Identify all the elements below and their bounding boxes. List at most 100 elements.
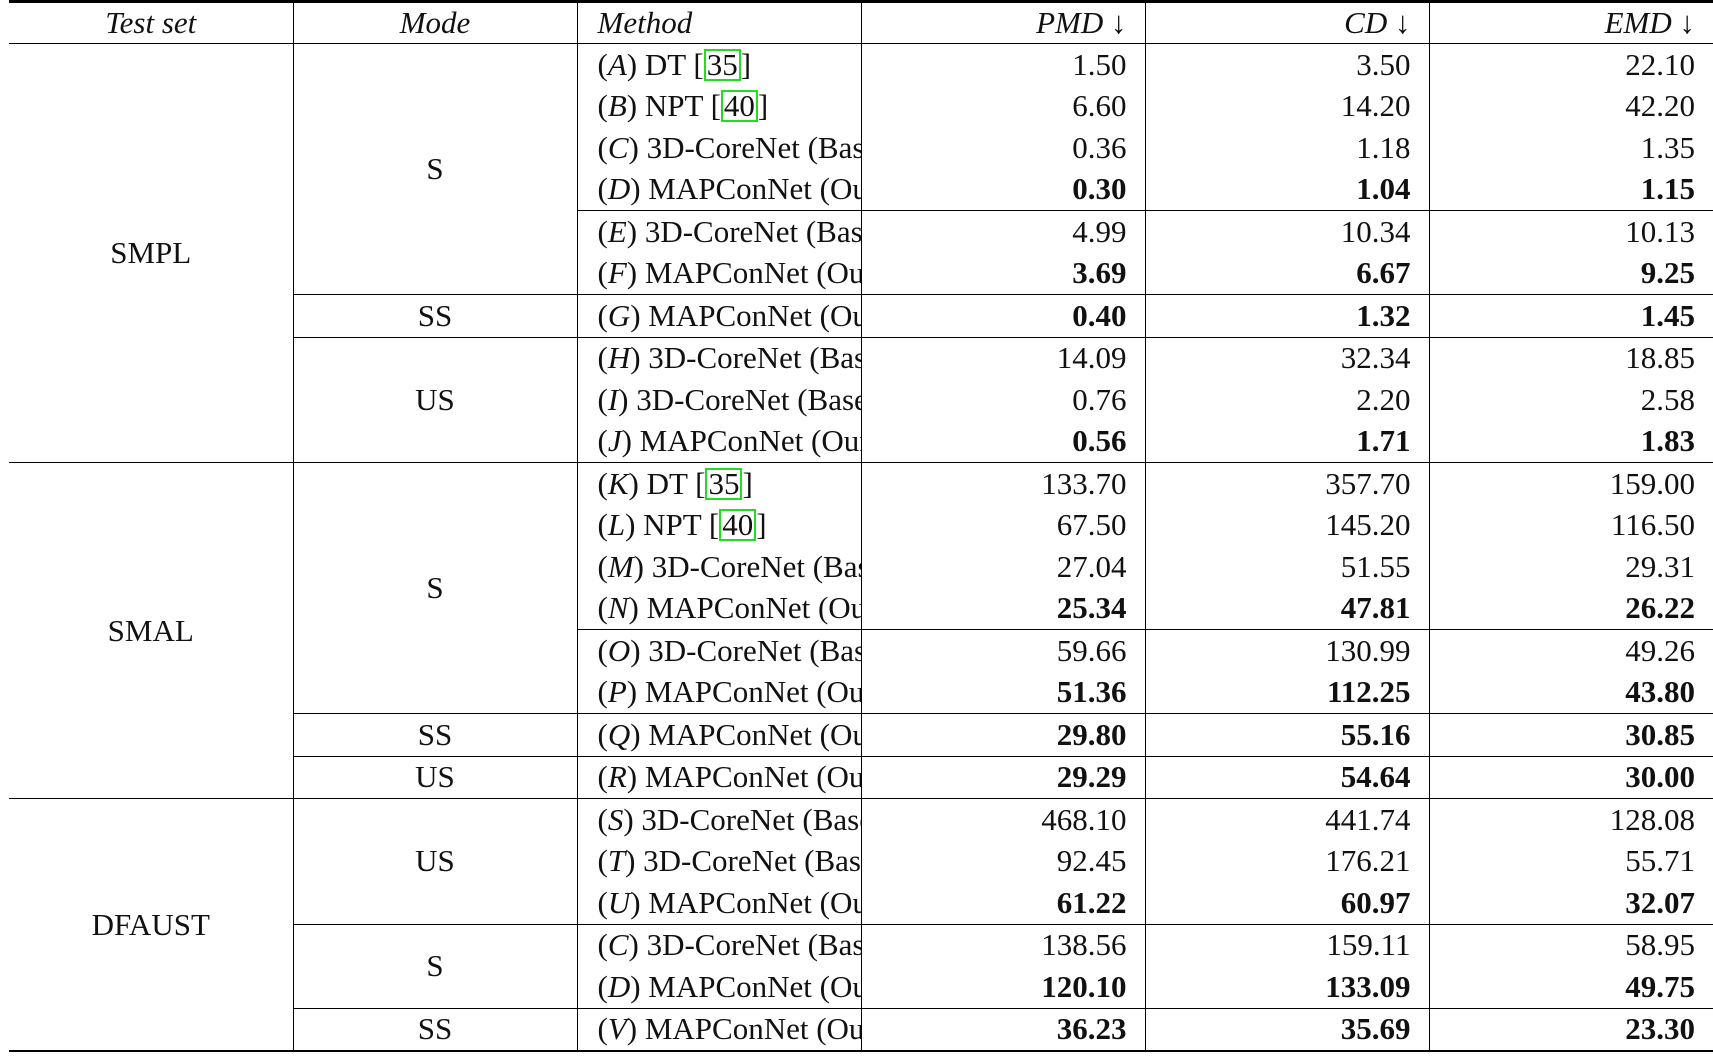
method-text: ) MAPConNet (Ours), 50% labelled + 50% u… — [630, 716, 861, 752]
method-cell: (F) MAPConNet (Ours), 50% labelled — [576, 252, 861, 295]
test-set-cell: SMPL — [9, 43, 293, 463]
citation: 40 — [719, 509, 757, 542]
cd-value: 1.04 — [1144, 168, 1429, 211]
emd-value: 2.58 — [1428, 379, 1713, 421]
method-cell: (L) NPT [40] — [576, 504, 861, 546]
table-row: (D) MAPConNet (Ours), trained on SMPL on… — [9, 966, 1713, 1008]
pmd-value: 36.23 — [860, 1007, 1145, 1051]
cd-value: 35.69 — [1144, 1007, 1429, 1051]
emd-value: 49.26 — [1428, 629, 1713, 672]
test-set-cell: DFAUST — [9, 798, 293, 1051]
cd-value: 159.11 — [1144, 923, 1429, 966]
method-text: ( — [597, 213, 608, 249]
cd-value: 441.74 — [1144, 798, 1429, 841]
method-text: P — [607, 674, 627, 710]
method-text: N — [607, 590, 629, 626]
table-row: (C) 3D-CoreNet (Baseline) [33]0.361.181.… — [9, 127, 1713, 169]
column-header: EMD ↓ — [1428, 1, 1713, 44]
table-row: (J) MAPConNet (Ours)0.561.711.83 — [9, 420, 1713, 463]
method-text: B — [607, 88, 627, 124]
test-set-cell: SMAL — [9, 462, 293, 799]
cd-value: 130.99 — [1144, 629, 1429, 672]
pmd-value: 1.50 — [860, 43, 1145, 86]
cd-value: 1.18 — [1144, 127, 1429, 169]
method-text: L — [607, 507, 626, 543]
table-row: US(H) 3D-CoreNet (Baseline) [33], withou… — [9, 336, 1713, 463]
method-cell: (I) 3D-CoreNet (Baseline) [33], with LD — [576, 379, 861, 421]
method-text: ) NPT [ — [626, 88, 721, 124]
method-cell: (P) MAPConNet (Ours), 50% labelled — [576, 671, 861, 714]
table-row: (I) 3D-CoreNet (Baseline) [33], with LD0… — [9, 379, 1713, 421]
table-row: (B) NPT [40] 6.60 14.20 42.20 — [9, 85, 1713, 127]
method-text: ] — [740, 46, 752, 82]
method-text: ) 3D-CoreNet (Baseline) [ — [630, 632, 861, 668]
method-cell: (C) 3D-CoreNet (Baseline) [33], trained … — [576, 923, 861, 966]
method-cell: (T) 3D-CoreNet (Baseline) [33], with LD — [576, 840, 861, 882]
method-text: ( — [597, 674, 608, 710]
table-row: (P) MAPConNet (Ours), 50% labelled51.361… — [9, 671, 1713, 714]
method-text: ) MAPConNet (Ours), 50% labelled + 50% u… — [630, 297, 861, 333]
method-cell: (J) MAPConNet (Ours) — [576, 420, 861, 463]
pmd-value: 0.76 — [860, 379, 1145, 421]
method-text: D — [607, 171, 631, 207]
method-text: ( — [597, 716, 608, 752]
table-row: SMPL S (A) DT [35] 1.50 3.50 22.10 — [9, 43, 1713, 463]
cd-value: 112.25 — [1144, 671, 1429, 714]
method-text: ( — [597, 171, 608, 207]
method-text: T — [607, 843, 626, 879]
method-text: H — [607, 340, 631, 376]
method-text: ( — [597, 1011, 608, 1047]
emd-value: 23.30 — [1428, 1007, 1713, 1051]
pmd-value: 27.04 — [860, 546, 1145, 588]
method-text: ( — [597, 548, 608, 584]
method-text: ( — [597, 884, 608, 920]
method-text: ) 3D-CoreNet (Baseline) [ — [633, 548, 861, 584]
method-cell: (K) DT [35] — [576, 462, 861, 505]
emd-value: 159.00 — [1428, 462, 1713, 505]
method-text: Q — [607, 716, 631, 752]
cd-value: 2.20 — [1144, 379, 1429, 421]
method-cell: (A) DT [35] — [576, 43, 861, 86]
method-text: ( — [597, 423, 608, 459]
citation: 35 — [703, 48, 741, 81]
emd-value: 55.71 — [1428, 840, 1713, 882]
table-row: (F) MAPConNet (Ours), 50% labelled3.696.… — [9, 252, 1713, 295]
cd-value: 133.09 — [1144, 966, 1429, 1008]
cd-value: 60.97 — [1144, 882, 1429, 924]
citation: 40 — [720, 90, 758, 123]
cd-value: 3.50 — [1144, 43, 1429, 86]
column-header: Method — [576, 1, 861, 44]
method-text: O — [607, 632, 631, 668]
method-text: ) 3D-CoreNet (Baseline) [ — [625, 843, 861, 879]
method-text: ( — [597, 255, 608, 291]
table-body: SMPL S (A) DT [35] 1.50 3.50 22.10 (B) NPT [40… — [9, 43, 1713, 1051]
method-cell: (D) MAPConNet (Ours) — [576, 168, 861, 211]
method-cell: (H) 3D-CoreNet (Baseline) [33], without … — [576, 336, 861, 379]
method-text: ) MAPConNet (Ours) — [628, 590, 861, 626]
pmd-value: 138.56 — [860, 923, 1145, 966]
mode-cell: US — [292, 798, 577, 924]
results-table: Test set Mode Method PMD ↓ CD ↓ EMD ↓ SMPL S (A… — [9, 0, 1713, 1052]
method-text: ( — [597, 968, 608, 1004]
emd-value: 18.85 — [1428, 336, 1713, 379]
pmd-value: 29.29 — [860, 755, 1145, 799]
emd-value: 58.95 — [1428, 923, 1713, 966]
method-text: ( — [597, 297, 608, 333]
table-row: SS(G) MAPConNet (Ours), 50% labelled + 5… — [9, 294, 1713, 337]
method-text: ( — [597, 843, 608, 879]
pmd-value: 120.10 — [860, 966, 1145, 1008]
method-text: D — [607, 968, 631, 1004]
emd-value: 49.75 — [1428, 966, 1713, 1008]
method-text: C — [607, 927, 629, 963]
method-text: ( — [597, 465, 608, 501]
pmd-value: 0.56 — [860, 420, 1145, 463]
method-text: ( — [597, 801, 608, 837]
emd-value: 30.85 — [1428, 713, 1713, 756]
method-text: ( — [597, 927, 608, 963]
method-cell: (O) 3D-CoreNet (Baseline) [33], 50% labe… — [576, 629, 861, 672]
cd-value: 176.21 — [1144, 840, 1429, 882]
